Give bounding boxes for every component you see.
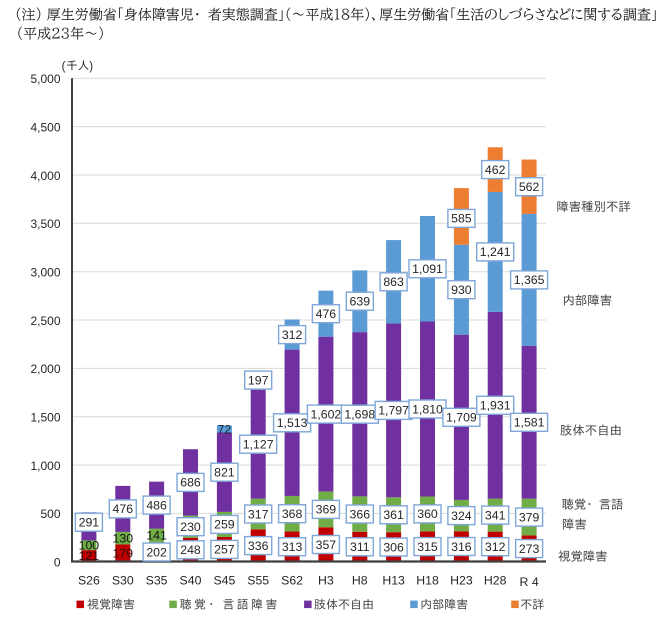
svg-text:4,000: 4,000 xyxy=(30,169,60,183)
svg-text:476: 476 xyxy=(113,502,134,516)
svg-text:179: 179 xyxy=(113,546,134,560)
svg-text:H28: H28 xyxy=(484,574,507,588)
svg-text:306: 306 xyxy=(383,540,404,554)
svg-text:130: 130 xyxy=(113,532,134,546)
svg-text:H8: H8 xyxy=(352,574,368,588)
svg-text:1,513: 1,513 xyxy=(277,416,308,430)
svg-text:1,931: 1,931 xyxy=(480,399,511,413)
svg-text:H3: H3 xyxy=(318,574,334,588)
svg-text:312: 312 xyxy=(485,540,506,554)
svg-text:476: 476 xyxy=(316,307,337,321)
svg-text:S55: S55 xyxy=(247,574,269,588)
svg-text:313: 313 xyxy=(282,540,303,554)
svg-text:291: 291 xyxy=(79,516,100,530)
svg-text:562: 562 xyxy=(519,180,540,194)
svg-text:S35: S35 xyxy=(146,574,168,588)
svg-text:1,365: 1,365 xyxy=(514,273,545,287)
svg-text:2,500: 2,500 xyxy=(30,314,60,328)
svg-text:1,581: 1,581 xyxy=(514,416,545,430)
svg-text:585: 585 xyxy=(451,212,472,226)
svg-text:361: 361 xyxy=(383,508,404,522)
svg-text:1,091: 1,091 xyxy=(412,262,443,276)
svg-text:202: 202 xyxy=(146,545,167,559)
svg-text:1,602: 1,602 xyxy=(311,407,342,421)
svg-text:312: 312 xyxy=(282,328,303,342)
svg-text:1,241: 1,241 xyxy=(480,245,511,259)
svg-text:863: 863 xyxy=(383,275,404,289)
svg-text:360: 360 xyxy=(417,507,438,521)
svg-text:500: 500 xyxy=(40,507,60,521)
svg-text:259: 259 xyxy=(214,518,235,532)
svg-text:369: 369 xyxy=(316,503,337,517)
svg-text:R 4: R 4 xyxy=(520,575,539,589)
svg-text:1,810: 1,810 xyxy=(412,402,443,416)
svg-text:273: 273 xyxy=(519,542,540,556)
svg-text:5,000: 5,000 xyxy=(30,72,60,86)
svg-text:639: 639 xyxy=(350,295,371,309)
svg-text:121: 121 xyxy=(79,549,100,563)
svg-text:366: 366 xyxy=(350,507,371,521)
svg-text:(: ( xyxy=(62,61,66,73)
svg-text:S40: S40 xyxy=(180,574,202,588)
svg-text:336: 336 xyxy=(248,539,269,553)
svg-text:462: 462 xyxy=(485,163,506,177)
svg-text:317: 317 xyxy=(248,507,269,521)
svg-text:257: 257 xyxy=(214,543,235,557)
svg-text:368: 368 xyxy=(282,507,303,521)
svg-text:S26: S26 xyxy=(78,574,100,588)
svg-text:1,500: 1,500 xyxy=(30,411,60,425)
svg-text:4,500: 4,500 xyxy=(30,120,60,134)
svg-text:686: 686 xyxy=(180,476,201,490)
svg-text:H13: H13 xyxy=(382,574,405,588)
svg-text:315: 315 xyxy=(417,540,438,554)
svg-text:H18: H18 xyxy=(416,574,439,588)
svg-text:141: 141 xyxy=(146,529,167,543)
svg-text:72: 72 xyxy=(218,422,232,436)
svg-text:316: 316 xyxy=(451,540,472,554)
svg-text:379: 379 xyxy=(519,510,540,524)
svg-text:311: 311 xyxy=(350,540,370,554)
svg-text:486: 486 xyxy=(146,498,167,512)
svg-text:0: 0 xyxy=(54,556,61,570)
svg-text:197: 197 xyxy=(248,373,269,387)
svg-text:1,797: 1,797 xyxy=(378,404,409,418)
svg-text:S30: S30 xyxy=(112,574,134,588)
svg-text:341: 341 xyxy=(485,508,506,522)
svg-text:248: 248 xyxy=(180,543,201,557)
svg-text:357: 357 xyxy=(316,538,337,552)
svg-text:1,000: 1,000 xyxy=(30,459,60,473)
svg-text:3,000: 3,000 xyxy=(30,266,60,280)
svg-text:S45: S45 xyxy=(213,574,235,588)
svg-text:1,709: 1,709 xyxy=(446,411,477,425)
svg-text:3,500: 3,500 xyxy=(30,217,60,231)
svg-text:930: 930 xyxy=(451,283,472,297)
svg-text:H23: H23 xyxy=(450,574,473,588)
svg-text:324: 324 xyxy=(451,509,472,523)
svg-text:): ) xyxy=(89,61,93,73)
svg-text:S62: S62 xyxy=(281,574,303,588)
svg-text:1,127: 1,127 xyxy=(243,438,274,452)
svg-text:100: 100 xyxy=(79,539,100,553)
svg-text:821: 821 xyxy=(214,466,235,480)
svg-text:230: 230 xyxy=(180,520,201,534)
svg-text:1,698: 1,698 xyxy=(344,408,375,422)
svg-text:2,000: 2,000 xyxy=(30,362,60,376)
